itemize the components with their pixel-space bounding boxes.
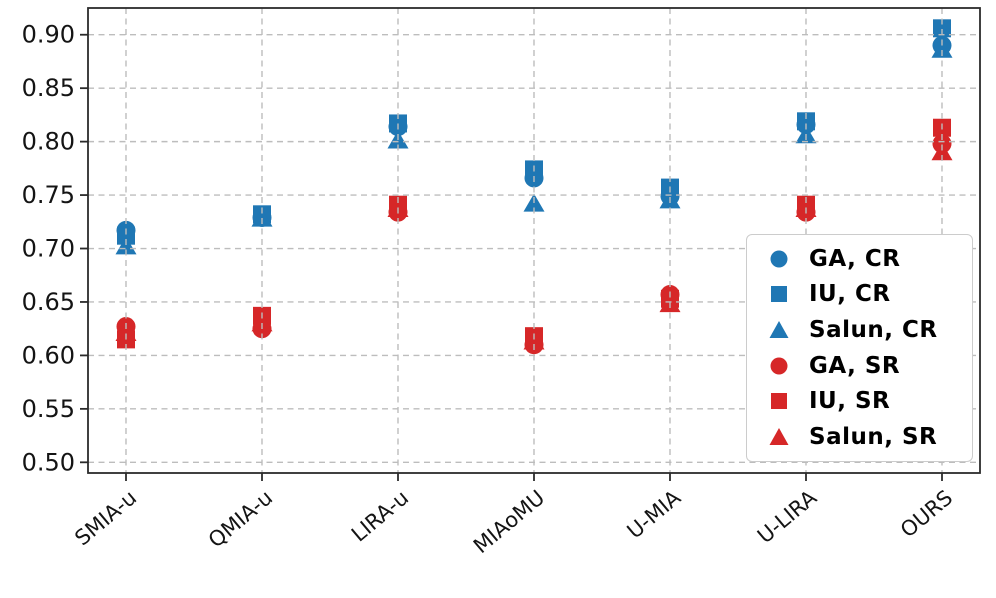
legend-item: GA, CR xyxy=(765,243,972,275)
y-tick-label: 0.70 xyxy=(22,235,75,263)
data-point xyxy=(933,19,951,38)
y-tick-label: 0.65 xyxy=(22,288,75,316)
data-point xyxy=(797,112,815,131)
legend-item: IU, SR xyxy=(765,385,972,417)
legend-item: GA, SR xyxy=(765,350,972,382)
y-tick-label: 0.75 xyxy=(22,181,75,209)
legend-item: Salun, CR xyxy=(765,314,972,346)
x-tick-label: LIRA-u xyxy=(347,485,413,546)
data-point xyxy=(115,236,137,255)
y-tick-label: 0.80 xyxy=(22,128,75,156)
legend-label: IU, SR xyxy=(809,388,891,415)
data-point xyxy=(389,114,407,133)
x-tick-label: SMIA-u xyxy=(70,485,141,550)
x-tick-label: U-LIRA xyxy=(753,485,822,548)
x-tick-label: MIAoMU xyxy=(469,485,549,558)
data-point xyxy=(931,142,953,161)
y-tick-label: 0.50 xyxy=(22,448,75,476)
x-tick-label: QMIA-u xyxy=(204,485,277,552)
square-marker-icon xyxy=(771,393,787,410)
legend-item: Salun, SR xyxy=(765,421,972,453)
y-tick-label: 0.90 xyxy=(22,21,75,49)
data-point xyxy=(931,39,953,58)
legend-label: Salun, CR xyxy=(809,317,938,344)
legend-label: IU, CR xyxy=(809,281,891,308)
legend-label: GA, SR xyxy=(809,352,901,379)
legend-label: GA, CR xyxy=(809,245,901,272)
x-tick-label: U-MIA xyxy=(623,485,686,543)
triangle-marker-icon xyxy=(769,321,789,339)
legend: GA, CR IU, CR Salun, CR GA, SR IU, SR xyxy=(746,234,973,462)
data-point xyxy=(251,208,273,227)
x-tick-label: OURS xyxy=(896,485,957,542)
legend-item: IU, CR xyxy=(765,278,972,310)
data-point xyxy=(115,322,137,341)
legend-label: Salun, SR xyxy=(809,424,938,451)
square-marker-icon xyxy=(771,286,787,303)
data-point xyxy=(251,313,273,332)
circle-marker-icon xyxy=(770,250,788,268)
data-point xyxy=(117,226,135,245)
y-tick-label: 0.55 xyxy=(22,395,75,423)
y-tick-label: 0.60 xyxy=(22,341,75,369)
y-tick-label: 0.85 xyxy=(22,74,75,102)
circle-marker-icon xyxy=(770,357,788,375)
triangle-marker-icon xyxy=(769,428,789,446)
data-point xyxy=(523,331,545,350)
